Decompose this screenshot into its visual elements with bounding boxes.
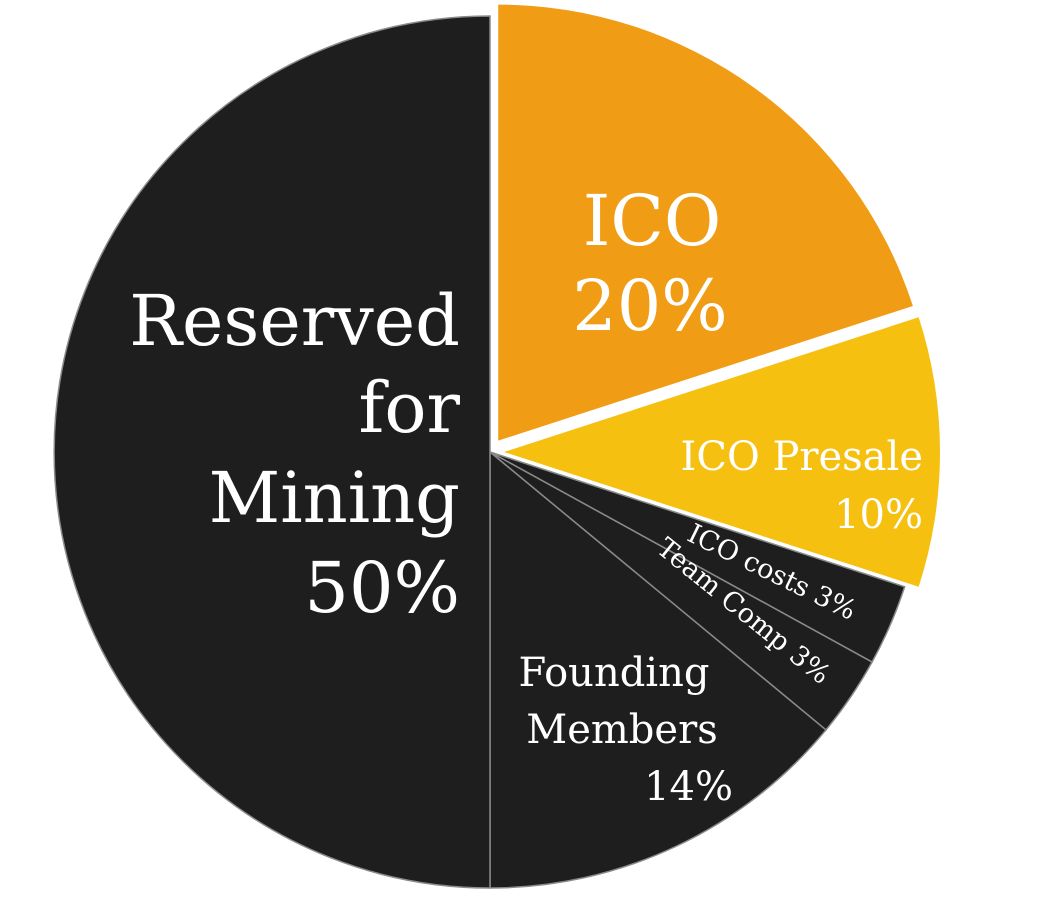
slice-label-founding-members-2: Members — [526, 707, 717, 753]
slice-label-reserved-3: Mining — [209, 457, 460, 539]
slice-label-reserved: Reserved — [129, 280, 460, 362]
slice-label-ico-presale: ICO Presale — [681, 434, 923, 480]
slice-value-ico-presale: 10% — [834, 492, 923, 538]
pie-slice-ico — [498, 4, 913, 441]
slice-label-ico: ICO — [583, 180, 722, 262]
slice-value-reserved: 50% — [304, 547, 460, 629]
slice-value-founding-members: 14% — [644, 764, 733, 810]
slice-label-reserved-2: for — [358, 367, 460, 449]
pie-slices — [53, 4, 940, 889]
pie-slice-reserved-for-mining — [53, 15, 491, 889]
slice-value-ico: 20% — [572, 265, 728, 347]
slice-label-founding-members: Founding — [519, 650, 710, 696]
pie-slice-founding-members — [489, 450, 828, 889]
pie-slice-ico-presale — [504, 317, 940, 587]
